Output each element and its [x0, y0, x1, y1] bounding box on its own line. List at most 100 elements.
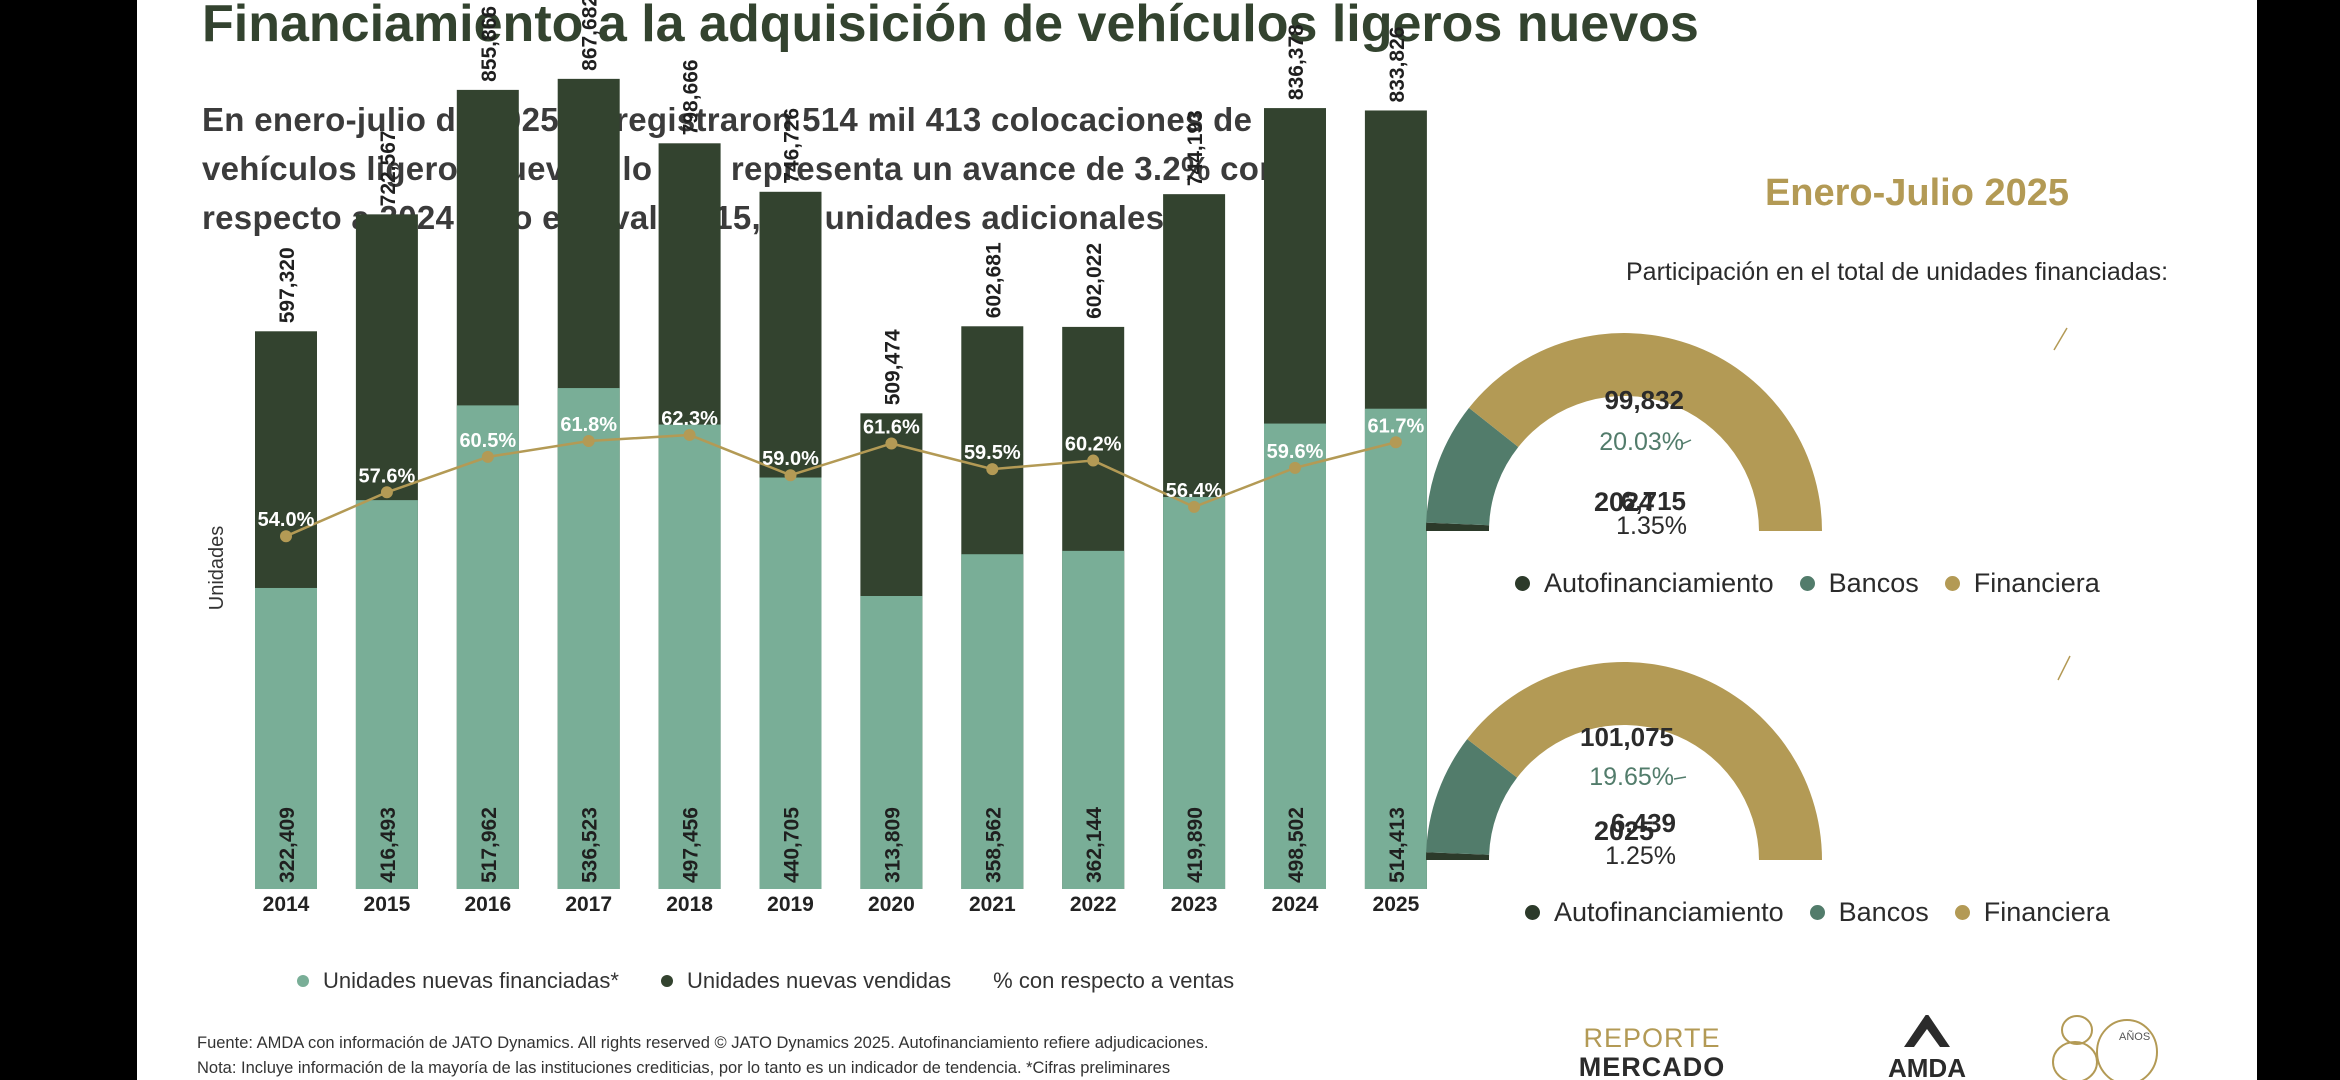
- donut-slice-financiera: [1467, 661, 1822, 860]
- data-label-financiadas: 440,705: [781, 807, 804, 883]
- pct-point: [1389, 436, 1402, 449]
- bar-financiadas: [961, 554, 1024, 889]
- x-tick-label: 2022: [1070, 893, 1117, 916]
- donut-legend-2025: Autofinanciamiento Bancos Financiera: [1525, 897, 2110, 928]
- legend-item-vendidas: Unidades nuevas vendidas: [660, 968, 952, 994]
- bar-financiadas: [557, 388, 620, 889]
- legend-dot: [1515, 576, 1530, 591]
- legend-label: Bancos: [1828, 568, 1919, 598]
- footer-source: Fuente: AMDA con información de JATO Dyn…: [197, 1034, 1209, 1052]
- legend-dot: [1954, 905, 1970, 920]
- donut-legend-2024: Autofinanciamiento Bancos Financiera: [1515, 568, 2100, 599]
- slide: Financiamiento a la adquisición de vehíc…: [137, 0, 2257, 1080]
- pct-point: [1289, 461, 1301, 474]
- data-label-financiadas: 313,809: [881, 807, 904, 883]
- pct-point: [481, 450, 494, 463]
- legend-item-financiadas: Unidades nuevas financiadas*: [297, 968, 619, 994]
- legend-label: Financiera: [1973, 568, 2100, 598]
- pct-label: 61.6%: [863, 416, 920, 438]
- leader-line: [2057, 655, 2071, 681]
- data-label-financiadas: 358,562: [982, 807, 1005, 883]
- data-label-vendidas: 744,193: [1184, 110, 1207, 186]
- x-tick-label: 2024: [1272, 893, 1319, 916]
- pct-label: 59.6%: [1267, 441, 1324, 463]
- legend-item-autofinanciamiento: Autofinanciamiento: [1525, 897, 1784, 928]
- footer-note: Nota: Incluye información de la mayoría …: [197, 1059, 1171, 1077]
- footer-notes: Fuente: AMDA con información de JATO Dyn…: [197, 1031, 1547, 1080]
- pct-point: [1188, 500, 1201, 513]
- bar-financiadas: [355, 500, 418, 889]
- x-tick-label: 2025: [1373, 893, 1420, 916]
- legend-item-porcentaje: % con respecto a ventas: [993, 968, 1234, 994]
- donut-pct-autofinanciamiento: 1.25%: [1605, 842, 1676, 870]
- data-label-financiadas: 498,502: [1285, 807, 1308, 883]
- page-title: Financiamiento a la adquisición de vehíc…: [202, 0, 1699, 53]
- data-label-vendidas: 746,726: [781, 108, 804, 184]
- data-label-financiadas: 536,523: [579, 807, 602, 883]
- bar-financiadas: [658, 424, 721, 889]
- data-label-vendidas: 798,666: [680, 59, 703, 135]
- pct-label: 60.2%: [1065, 434, 1122, 456]
- intro-line: En enero-julio de 2025 se registraron 51…: [202, 101, 1253, 138]
- leader-line: [2053, 327, 2068, 351]
- leader-line: [1681, 439, 1692, 445]
- data-label-financiadas: 497,456: [680, 807, 703, 883]
- anniversary-80-logo-icon: AÑOS: [2052, 1015, 2158, 1080]
- legend-label: Financiera: [1983, 897, 2110, 927]
- data-label-vendidas: 509,474: [881, 329, 904, 405]
- donut-pct-autofinanciamiento: 1.35%: [1616, 512, 1687, 540]
- pct-label: 60.5%: [459, 430, 516, 452]
- donut-slice-financiera: [1468, 332, 1822, 531]
- x-tick-label: 2021: [969, 893, 1016, 916]
- data-label-vendidas: 836,378: [1285, 24, 1308, 100]
- legend-label: Unidades nuevas vendidas: [686, 968, 952, 993]
- donut-slice-autofinanciamiento: [1426, 852, 1490, 860]
- donut-slice-autofinanciamiento: [1426, 522, 1490, 531]
- donut-center-label: 2025: [1594, 816, 1654, 846]
- x-tick-label: 2023: [1171, 893, 1218, 916]
- data-label-vendidas: 722,567: [377, 130, 400, 206]
- brand-report-label: REPORTE: [1583, 1023, 1721, 1053]
- bar-financiadas: [255, 587, 317, 889]
- donut-slice-bancos: [1426, 739, 1518, 855]
- leader-line: [1673, 776, 1687, 780]
- data-label-vendidas: 602,681: [982, 242, 1005, 318]
- data-label-financiadas: 362,144: [1083, 807, 1106, 883]
- amda-logo-icon: AMDA: [1888, 1005, 1966, 1080]
- pct-label: 59.0%: [762, 448, 819, 470]
- legend-dot: [297, 975, 309, 987]
- donut-pct-bancos: 20.03%: [1599, 428, 1684, 456]
- data-label-vendidas: 867,682: [579, 0, 602, 71]
- brand-report-name: MERCADO INTERNO: [1578, 1052, 1726, 1080]
- x-tick-label: 2016: [464, 893, 511, 916]
- pct-point: [885, 437, 898, 450]
- pct-label: 61.7%: [1368, 415, 1425, 437]
- legend-label: Autofinanciamiento: [1544, 568, 1774, 598]
- pct-label: 62.3%: [661, 408, 718, 430]
- data-label-financiadas: 517,962: [478, 807, 501, 883]
- charts-canvas: Unidades 597,320 322,409 2014 722,567 416,493…: [206, 0, 2071, 916]
- x-tick-label: 2020: [868, 893, 915, 916]
- pct-label: 56.4%: [1166, 480, 1223, 502]
- data-label-vendidas: 597,320: [276, 247, 299, 323]
- donut-pct-bancos: 19.65%: [1589, 763, 1674, 791]
- legend-dot: [1944, 576, 1960, 591]
- bar-financiadas: [456, 405, 519, 889]
- legend-label: % con respecto a ventas: [993, 968, 1235, 993]
- pct-point: [582, 435, 595, 448]
- legend-label: Autofinanciamiento: [1554, 897, 1784, 927]
- bar-financiadas: [1264, 423, 1326, 889]
- x-tick-label: 2018: [666, 893, 713, 916]
- legend-label: Unidades nuevas financiadas*: [323, 968, 619, 993]
- legend-item-financiera: Financiera: [1954, 897, 2110, 928]
- bar-financiadas: [759, 477, 822, 889]
- bar-chart-legend: Unidades nuevas financiadas* Unidades nu…: [297, 968, 1234, 994]
- bar-financiadas: [860, 596, 923, 889]
- pct-point: [683, 428, 696, 441]
- pct-point: [380, 486, 393, 499]
- legend-item-bancos: Bancos: [1799, 568, 1919, 599]
- donut-value-bancos: 101,075: [1580, 722, 1674, 752]
- legend-dot: [1799, 576, 1815, 591]
- legend-dot: [1809, 905, 1825, 920]
- bar-financiadas: [1364, 408, 1427, 889]
